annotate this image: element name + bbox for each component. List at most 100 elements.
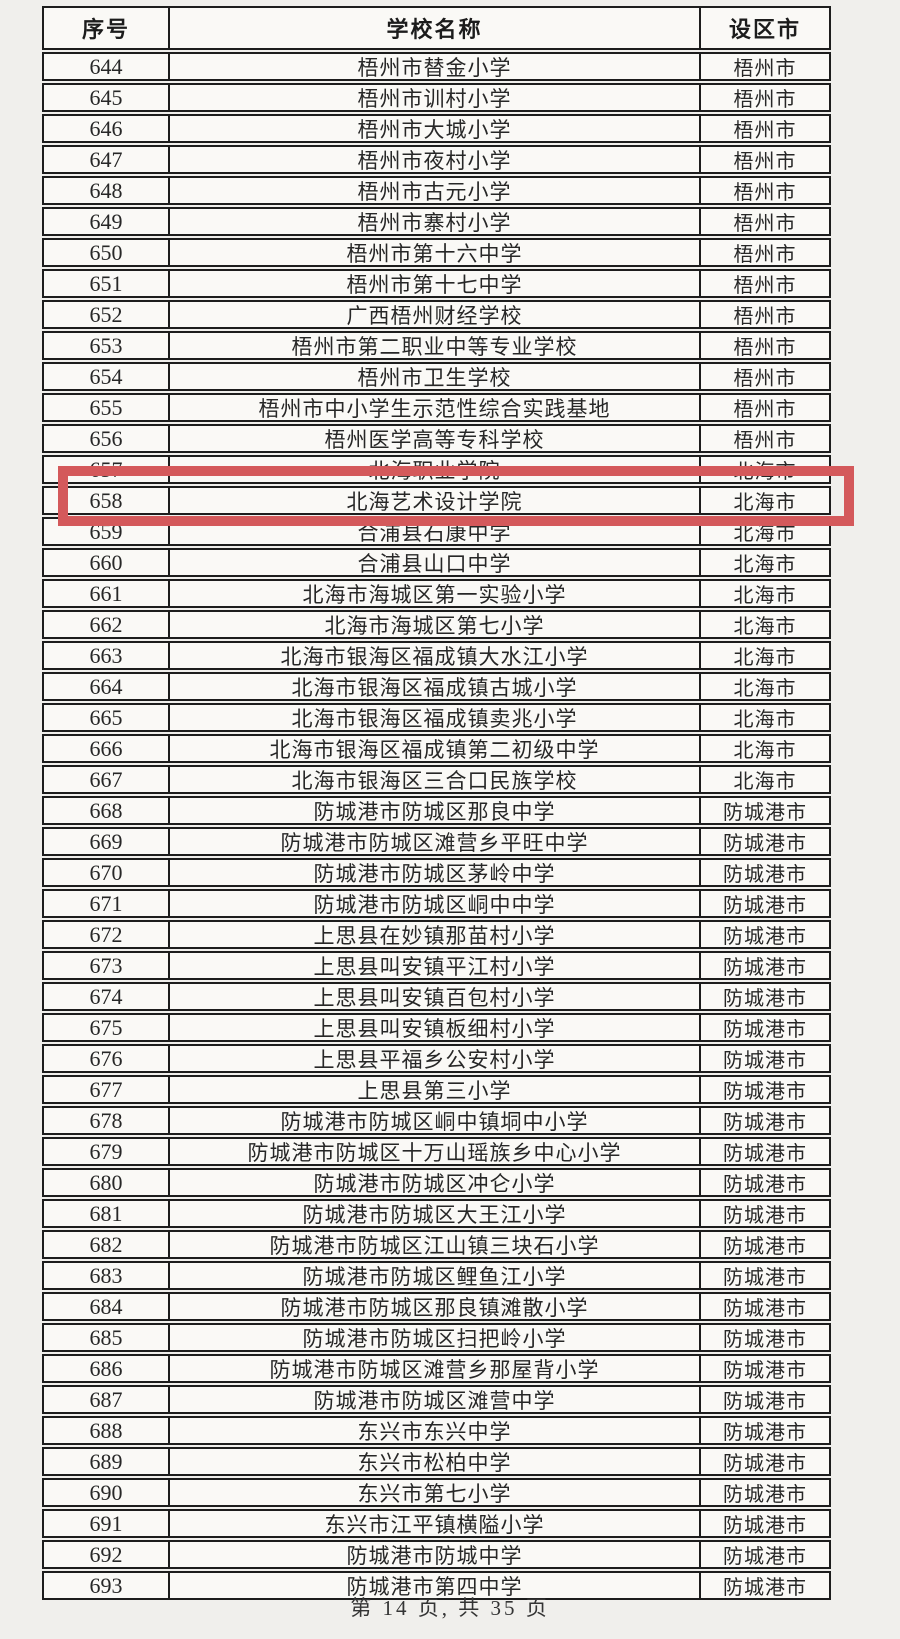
cell-city: 北海市 bbox=[733, 709, 797, 730]
cell-serial: 679 bbox=[44, 1139, 170, 1164]
cell-city: 梧州市 bbox=[733, 337, 797, 358]
cell-city: 北海市 bbox=[733, 647, 797, 668]
cell-city: 北海市 bbox=[733, 585, 797, 606]
cell-school: 北海市银海区福成镇大水江小学 bbox=[170, 643, 701, 668]
cell-serial: 669 bbox=[44, 829, 170, 854]
cell-serial: 675 bbox=[44, 1015, 170, 1040]
cell-school: 防城港市防城区鲤鱼江小学 bbox=[170, 1263, 701, 1288]
cell-city: 北海市 bbox=[733, 740, 797, 761]
cell-city: 防城港市 bbox=[723, 833, 807, 854]
cell-school: 防城港市防城区茅岭中学 bbox=[170, 860, 701, 885]
table-row: 659 合浦县石康中学 北海市 bbox=[42, 517, 831, 546]
cell-school: 梧州市卫生学校 bbox=[170, 364, 701, 389]
cell-city: 北海市 bbox=[733, 554, 797, 575]
table-row: 665 北海市银海区福成镇卖兆小学 北海市 bbox=[42, 703, 831, 732]
cell-city: 防城港市 bbox=[723, 1329, 807, 1350]
cell-school: 梧州市夜村小学 bbox=[170, 147, 701, 172]
table-row: 648 梧州市古元小学 梧州市 bbox=[42, 176, 831, 205]
header-school-name: 学校名称 bbox=[170, 8, 701, 48]
cell-serial: 662 bbox=[44, 612, 170, 637]
cell-serial: 670 bbox=[44, 860, 170, 885]
cell-city: 防城港市 bbox=[723, 1360, 807, 1381]
cell-school: 梧州市替金小学 bbox=[170, 54, 701, 79]
cell-city: 防城港市 bbox=[723, 1298, 807, 1319]
cell-school: 东兴市松柏中学 bbox=[170, 1449, 701, 1474]
table-row: 657 北海职业学院 北海市 bbox=[42, 455, 831, 484]
cell-city: 梧州市 bbox=[733, 120, 797, 141]
cell-serial: 674 bbox=[44, 984, 170, 1009]
cell-school: 上思县在妙镇那苗村小学 bbox=[170, 922, 701, 947]
cell-city: 梧州市 bbox=[733, 368, 797, 389]
table-row: 663 北海市银海区福成镇大水江小学 北海市 bbox=[42, 641, 831, 670]
cell-school: 北海市银海区三合口民族学校 bbox=[170, 767, 701, 792]
cell-serial: 688 bbox=[44, 1418, 170, 1443]
table-row: 680 防城港市防城区冲仑小学 防城港市 bbox=[42, 1168, 831, 1197]
table-row: 689 东兴市松柏中学 防城港市 bbox=[42, 1447, 831, 1476]
cell-city: 梧州市 bbox=[733, 306, 797, 327]
table-row: 676 上思县平福乡公安村小学 防城港市 bbox=[42, 1044, 831, 1073]
cell-school: 梧州市寨村小学 bbox=[170, 209, 701, 234]
table-row: 682 防城港市防城区江山镇三块石小学 防城港市 bbox=[42, 1230, 831, 1259]
cell-serial: 663 bbox=[44, 643, 170, 668]
cell-serial: 656 bbox=[44, 426, 170, 451]
cell-school: 广西梧州财经学校 bbox=[170, 302, 701, 327]
cell-school: 防城港市防城区那良镇滩散小学 bbox=[170, 1294, 701, 1319]
cell-city: 梧州市 bbox=[733, 430, 797, 451]
cell-serial: 684 bbox=[44, 1294, 170, 1319]
cell-serial: 692 bbox=[44, 1542, 170, 1567]
cell-school: 北海市银海区福成镇第二初级中学 bbox=[170, 736, 701, 761]
cell-city: 梧州市 bbox=[733, 58, 797, 79]
cell-school: 防城港市防城区冲仑小学 bbox=[170, 1170, 701, 1195]
cell-school: 防城港市防城区那良中学 bbox=[170, 798, 701, 823]
cell-serial: 647 bbox=[44, 147, 170, 172]
cell-serial: 652 bbox=[44, 302, 170, 327]
table-row: 674 上思县叫安镇百包村小学 防城港市 bbox=[42, 982, 831, 1011]
cell-serial: 645 bbox=[44, 85, 170, 110]
cell-school: 防城港市防城区十万山瑶族乡中心小学 bbox=[170, 1139, 701, 1164]
table-row: 673 上思县叫安镇平江村小学 防城港市 bbox=[42, 951, 831, 980]
table-row: 681 防城港市防城区大王江小学 防城港市 bbox=[42, 1199, 831, 1228]
table-row: 651 梧州市第十七中学 梧州市 bbox=[42, 269, 831, 298]
cell-school: 梧州市第十六中学 bbox=[170, 240, 701, 265]
cell-serial: 683 bbox=[44, 1263, 170, 1288]
header-city: 设区市 bbox=[728, 17, 801, 42]
cell-city: 梧州市 bbox=[733, 275, 797, 296]
cell-school: 东兴市东兴中学 bbox=[170, 1418, 701, 1443]
table-row: 684 防城港市防城区那良镇滩散小学 防城港市 bbox=[42, 1292, 831, 1321]
cell-serial: 659 bbox=[44, 519, 170, 544]
cell-city: 防城港市 bbox=[723, 1081, 807, 1102]
cell-city: 防城港市 bbox=[723, 1515, 807, 1536]
cell-school: 合浦县石康中学 bbox=[170, 519, 701, 544]
cell-city: 防城港市 bbox=[723, 1236, 807, 1257]
table-row: 662 北海市海城区第七小学 北海市 bbox=[42, 610, 831, 639]
cell-serial: 661 bbox=[44, 581, 170, 606]
cell-school: 防城港市防城区大王江小学 bbox=[170, 1201, 701, 1226]
cell-city: 防城港市 bbox=[723, 802, 807, 823]
cell-serial: 644 bbox=[44, 54, 170, 79]
cell-serial: 651 bbox=[44, 271, 170, 296]
table-row: 649 梧州市寨村小学 梧州市 bbox=[42, 207, 831, 236]
cell-school: 梧州市中小学生示范性综合实践基地 bbox=[170, 395, 701, 420]
cell-city: 防城港市 bbox=[723, 1546, 807, 1567]
table-row: 664 北海市银海区福成镇古城小学 北海市 bbox=[42, 672, 831, 701]
cell-school: 防城港市防城区江山镇三块石小学 bbox=[170, 1232, 701, 1257]
table-row: 653 梧州市第二职业中等专业学校 梧州市 bbox=[42, 331, 831, 360]
table-row: 671 防城港市防城区峒中中学 防城港市 bbox=[42, 889, 831, 918]
cell-city: 防城港市 bbox=[723, 895, 807, 916]
table-row: 693 防城港市第四中学 防城港市 bbox=[42, 1571, 831, 1600]
cell-serial: 658 bbox=[44, 488, 170, 513]
cell-city: 防城港市 bbox=[723, 1050, 807, 1071]
cell-serial: 660 bbox=[44, 550, 170, 575]
table-row: 645 梧州市训村小学 梧州市 bbox=[42, 83, 831, 112]
table-row: 683 防城港市防城区鲤鱼江小学 防城港市 bbox=[42, 1261, 831, 1290]
cell-school: 梧州市古元小学 bbox=[170, 178, 701, 203]
table-row: 691 东兴市江平镇横隘小学 防城港市 bbox=[42, 1509, 831, 1538]
cell-school: 防城港市防城区扫把岭小学 bbox=[170, 1325, 701, 1350]
table-row: 686 防城港市防城区滩营乡那屋背小学 防城港市 bbox=[42, 1354, 831, 1383]
table-row: 654 梧州市卫生学校 梧州市 bbox=[42, 362, 831, 391]
table-row: 650 梧州市第十六中学 梧州市 bbox=[42, 238, 831, 267]
table-row: 687 防城港市防城区滩营中学 防城港市 bbox=[42, 1385, 831, 1414]
cell-serial: 664 bbox=[44, 674, 170, 699]
cell-city: 北海市 bbox=[733, 616, 797, 637]
